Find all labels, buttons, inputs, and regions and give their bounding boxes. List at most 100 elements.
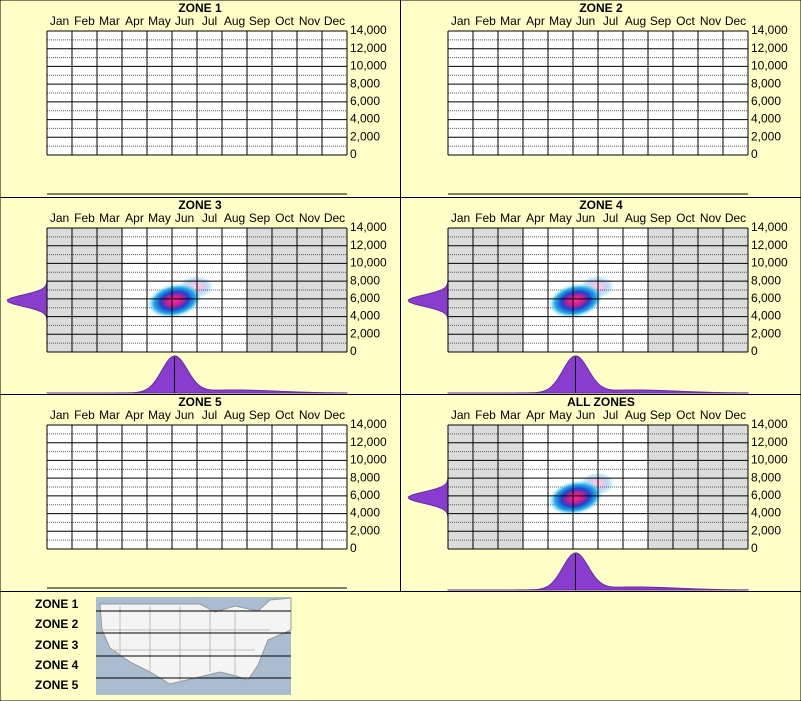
y-tick-label: 12,000 (751, 41, 788, 55)
marginal-density-x (47, 355, 348, 394)
y-tick-label: 10,000 (350, 453, 387, 467)
legend-label: ZONE 2 (35, 617, 79, 631)
x-tick-label: Jun (175, 14, 194, 28)
x-tick-label: Apr (526, 408, 545, 422)
x-tick-label: May (148, 211, 171, 225)
x-tick-label: Mar (500, 14, 521, 28)
x-tick-label: May (549, 14, 572, 28)
y-tick-label: 8,000 (350, 76, 380, 90)
shaded-month (473, 228, 498, 352)
y-tick-label: 6,000 (751, 291, 781, 305)
y-tick-label: 0 (350, 541, 357, 555)
y-tick-label: 4,000 (350, 112, 380, 126)
y-tick-label: 14,000 (751, 220, 788, 234)
y-tick-label: 2,000 (350, 523, 380, 537)
x-tick-label: Feb (475, 408, 496, 422)
x-tick-label: Feb (475, 211, 496, 225)
chart-panel: ALL ZONES Jan Feb Mar Apr May Jun Jul Aug Sep Oct N… (407, 395, 788, 591)
y-tick-label: 12,000 (350, 238, 387, 252)
x-tick-label: Apr (526, 211, 545, 225)
x-tick-label: Oct (275, 14, 294, 28)
x-tick-label: May (148, 14, 171, 28)
x-tick-label: Aug (224, 211, 245, 225)
chart-panel: ZONE 1 Jan Feb Mar Apr May Jun Jul Aug Sep Oct Nov D… (46, 1, 387, 195)
y-tick-label: 10,000 (751, 453, 788, 467)
x-tick-label: Jul (603, 408, 618, 422)
shaded-month (673, 228, 698, 352)
x-tick-label: Nov (299, 211, 320, 225)
chart-panel: ZONE 4 Jan Feb Mar Apr May Jun Jul Aug Sep Oct Nov D… (407, 198, 788, 394)
chart-title: ALL ZONES (567, 395, 635, 409)
x-tick-label: Jul (202, 14, 217, 28)
y-tick-label: 0 (350, 344, 357, 358)
x-tick-label: May (549, 408, 572, 422)
x-tick-label: Aug (224, 14, 245, 28)
y-tick-label: 14,000 (350, 417, 387, 431)
y-tick-label: 0 (751, 541, 758, 555)
shaded-month (723, 425, 748, 549)
y-tick-label: 0 (350, 147, 357, 161)
y-tick-label: 6,000 (350, 488, 380, 502)
x-tick-label: May (148, 408, 171, 422)
chart-title: ZONE 5 (178, 395, 222, 409)
y-tick-label: 12,000 (751, 435, 788, 449)
y-tick-label: 12,000 (751, 238, 788, 252)
zone-boundary (96, 610, 291, 679)
legend-label: ZONE 3 (35, 638, 79, 652)
map-land (99, 597, 292, 685)
x-tick-label: Jul (603, 211, 618, 225)
x-tick-label: Mar (99, 211, 120, 225)
x-tick-label: Dec (725, 211, 746, 225)
x-tick-label: Oct (275, 211, 294, 225)
x-tick-label: Nov (700, 211, 721, 225)
y-tick-label: 10,000 (751, 59, 788, 73)
x-tick-label: Sep (650, 211, 672, 225)
y-tick-label: 14,000 (751, 417, 788, 431)
y-tick-label: 6,000 (350, 291, 380, 305)
x-tick-label: Jul (202, 408, 217, 422)
y-tick-label: 6,000 (751, 488, 781, 502)
y-tick-label: 6,000 (751, 94, 781, 108)
x-tick-label: Jan (50, 408, 69, 422)
shaded-month (272, 228, 297, 352)
shaded-month (723, 228, 748, 352)
y-tick-label: 14,000 (350, 220, 387, 234)
x-tick-label: Jul (202, 211, 217, 225)
y-tick-label: 10,000 (350, 59, 387, 73)
y-tick-label: 6,000 (350, 94, 380, 108)
legend-label: ZONE 1 (35, 597, 79, 611)
chart-title: ZONE 3 (178, 198, 222, 212)
x-tick-label: Jan (50, 211, 69, 225)
x-tick-label: Jun (576, 408, 595, 422)
x-tick-label: Jul (603, 14, 618, 28)
y-tick-label: 4,000 (751, 506, 781, 520)
x-tick-label: Feb (475, 14, 496, 28)
legend: ZONE 1 ZONE 2 ZONE 3 ZONE 4 ZONE 5 (35, 597, 292, 695)
x-tick-label: Sep (249, 14, 271, 28)
y-tick-label: 2,000 (751, 326, 781, 340)
x-tick-label: Jun (175, 211, 194, 225)
x-tick-label: Aug (224, 408, 245, 422)
marginal-density-x (448, 355, 749, 394)
x-tick-label: Feb (74, 14, 95, 28)
y-tick-label: 12,000 (350, 41, 387, 55)
density-peak (547, 480, 604, 516)
x-tick-label: Dec (725, 14, 746, 28)
x-tick-label: Nov (299, 408, 320, 422)
y-tick-label: 0 (751, 344, 758, 358)
y-tick-label: 2,000 (350, 326, 380, 340)
density-peak (146, 283, 203, 319)
x-tick-label: Dec (324, 408, 345, 422)
y-tick-label: 8,000 (350, 273, 380, 287)
chart-panel: ZONE 2 Jan Feb Mar Apr May Jun Jul Aug Sep Oct Nov D… (447, 1, 788, 195)
y-tick-label: 10,000 (350, 256, 387, 270)
x-tick-label: Apr (125, 14, 144, 28)
x-tick-label: Jun (576, 211, 595, 225)
chart-panel: ZONE 5 Jan Feb Mar Apr May Jun Jul Aug Sep Oct Nov D… (46, 395, 387, 589)
x-tick-label: Aug (625, 14, 646, 28)
x-tick-label: Dec (725, 408, 746, 422)
y-tick-label: 12,000 (350, 435, 387, 449)
x-tick-label: Oct (676, 14, 695, 28)
x-tick-label: Nov (700, 14, 721, 28)
x-tick-label: Nov (700, 408, 721, 422)
